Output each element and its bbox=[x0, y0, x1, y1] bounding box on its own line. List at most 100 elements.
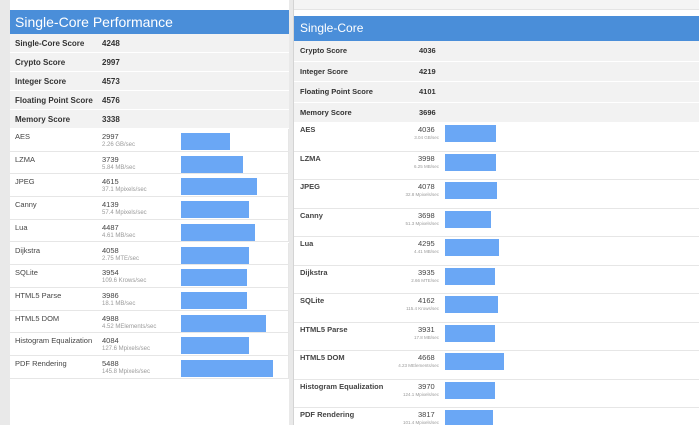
score-label: Integer Score bbox=[300, 66, 348, 76]
score-value: 4036 bbox=[419, 46, 436, 55]
benchmark-score: 4078 bbox=[418, 182, 435, 191]
benchmark-rate: 2.75 MTE/sec bbox=[102, 255, 140, 262]
top-strip bbox=[294, 0, 699, 10]
benchmark-bar bbox=[181, 269, 247, 287]
benchmark-score: 4139 bbox=[102, 200, 119, 210]
benchmark-name: Canny bbox=[300, 210, 323, 220]
benchmark-score: 4036 bbox=[418, 125, 435, 134]
benchmark-bar bbox=[445, 267, 495, 285]
panel-title: Single-Core Performance bbox=[10, 10, 289, 34]
benchmark-rate: 145.8 Mpixels/sec bbox=[102, 369, 151, 375]
benchmark-name: HTML5 DOM bbox=[300, 353, 345, 362]
benchmark-name: PDF Rendering bbox=[15, 359, 67, 368]
benchmark-row: AES 4036 3.04 GB/sec bbox=[294, 123, 699, 152]
benchmark-row: HTML5 DOM 4668 4.23 MElements/sec bbox=[294, 351, 699, 380]
score-value: 4101 bbox=[419, 87, 436, 96]
benchmark-rate: 4.23 MElements/sec bbox=[398, 363, 439, 368]
benchmark-row: Canny 3698 51.3 Mpixels/sec bbox=[294, 208, 699, 237]
score-row: Integer Score 4219 bbox=[294, 61, 699, 82]
benchmark-name: LZMA bbox=[15, 154, 36, 164]
benchmark-bar bbox=[181, 337, 249, 355]
benchmark-score: 3970 bbox=[418, 381, 435, 391]
benchmark-rate: 127.6 Mpixels/sec bbox=[102, 346, 151, 353]
score-row: Floating Point Score 4101 bbox=[294, 82, 699, 103]
benchmark-name: AES bbox=[300, 125, 316, 134]
benchmark-rate: 2.66 MTE/sec bbox=[411, 277, 439, 283]
benchmark-bar bbox=[181, 223, 255, 241]
score-value: 3338 bbox=[102, 115, 120, 124]
benchmark-bar bbox=[445, 125, 496, 142]
benchmark-row: SQLite 4162 115.4 Krows/sec bbox=[294, 294, 699, 323]
benchmark-rate: 37.1 Mpixels/sec bbox=[102, 187, 147, 194]
benchmark-name: Histogram Equalization bbox=[300, 381, 384, 391]
benchmark-row: SQLite 3954 109.6 Krows/sec bbox=[10, 265, 289, 288]
benchmark-row: Lua 4487 4.61 MB/sec bbox=[10, 219, 289, 243]
benchmark-row: Lua 4295 4.41 MB/sec bbox=[294, 237, 699, 266]
benchmark-bar bbox=[181, 155, 243, 173]
benchmark-bar bbox=[181, 133, 230, 150]
benchmark-row: JPEG 4078 32.8 Mpixels/sec bbox=[294, 180, 699, 209]
benchmark-name: Histogram Equalization bbox=[15, 336, 93, 346]
benchmark-score: 3954 bbox=[102, 268, 119, 278]
score-label: Floating Point Score bbox=[15, 96, 93, 105]
benchmark-bar bbox=[181, 314, 266, 332]
benchmark-name: SQLite bbox=[300, 296, 325, 305]
benchmark-rate: 115.4 Krows/sec bbox=[406, 306, 439, 311]
score-label: Crypto Score bbox=[300, 46, 348, 55]
benchmark-score: 4487 bbox=[102, 222, 119, 232]
benchmark-name: Lua bbox=[15, 222, 28, 232]
benchmark-bar bbox=[181, 246, 249, 264]
benchmark-row: Dijkstra 4058 2.75 MTE/sec bbox=[10, 242, 289, 266]
benchmark-name: JPEG bbox=[15, 177, 35, 187]
benchmark-name: HTML5 DOM bbox=[15, 313, 60, 323]
benchmark-rate: 109.6 Krows/sec bbox=[102, 278, 147, 285]
score-row: Crypto Score 2997 bbox=[10, 53, 289, 72]
benchmark-row: Histogram Equalization 4084 127.6 Mpixels/… bbox=[10, 333, 289, 356]
score-value: 4576 bbox=[102, 96, 120, 105]
benchmark-row: LZMA 3998 6.25 MB/sec bbox=[294, 151, 699, 180]
benchmark-score: 4084 bbox=[102, 336, 119, 346]
benchmark-name: LZMA bbox=[300, 153, 321, 163]
score-label: Crypto Score bbox=[15, 58, 66, 67]
benchmark-name: HTML5 Parse bbox=[15, 290, 62, 300]
benchmark-rate: 124.1 Mpixels/sec bbox=[402, 391, 439, 397]
score-row: Memory Score 3338 bbox=[10, 110, 289, 129]
benchmark-row: HTML5 Parse 3931 17.8 MB/sec bbox=[294, 322, 699, 351]
single-core-panel: Single-Core Crypto Score 4036 Integer Scor… bbox=[293, 0, 699, 425]
score-value: 4219 bbox=[419, 66, 436, 76]
benchmark-score: 4295 bbox=[418, 239, 435, 248]
benchmark-rate: 57.4 Mpixels/sec bbox=[102, 210, 147, 217]
benchmark-name: Dijkstra bbox=[300, 267, 328, 277]
benchmark-rate: 4.41 MB/sec bbox=[413, 249, 439, 254]
score-value: 2997 bbox=[102, 58, 120, 67]
benchmark-name: Dijkstra bbox=[15, 245, 41, 255]
benchmark-bar bbox=[445, 324, 495, 342]
benchmark-score: 4668 bbox=[418, 353, 435, 362]
benchmark-row: AES 2997 2.26 GB/sec bbox=[10, 129, 289, 152]
benchmark-name: Canny bbox=[15, 200, 37, 210]
benchmark-rate: 6.25 MB/sec bbox=[413, 163, 439, 169]
benchmark-name: HTML5 Parse bbox=[300, 324, 348, 334]
single-core-performance-panel: Single-Core Performance Single-Core Scor… bbox=[10, 0, 289, 425]
score-label: Memory Score bbox=[300, 107, 352, 117]
benchmark-bar bbox=[181, 360, 273, 377]
score-row: Single-Core Score 4248 bbox=[10, 34, 289, 53]
benchmark-score: 3817 bbox=[418, 410, 435, 419]
benchmark-row: Dijkstra 3935 2.66 MTE/sec bbox=[294, 265, 699, 294]
benchmark-score: 3998 bbox=[418, 153, 435, 163]
score-row: Floating Point Score 4576 bbox=[10, 91, 289, 110]
benchmark-rate: 18.1 MB/sec bbox=[102, 300, 136, 307]
score-value: 3696 bbox=[419, 107, 436, 117]
benchmark-score: 4162 bbox=[418, 296, 435, 305]
benchmark-rate: 3.04 GB/sec bbox=[414, 135, 439, 140]
benchmark-rate: 101.4 Mpixels/sec bbox=[402, 420, 439, 425]
benchmark-rate: 51.3 Mpixels/sec bbox=[405, 220, 439, 226]
score-label: Floating Point Score bbox=[300, 87, 373, 96]
benchmark-name: AES bbox=[15, 132, 31, 141]
benchmark-score: 3739 bbox=[102, 154, 119, 164]
benchmark-bar bbox=[445, 210, 491, 228]
benchmark-score: 4058 bbox=[102, 245, 119, 255]
score-value: 4573 bbox=[102, 77, 120, 86]
panel-title: Single-Core bbox=[294, 16, 699, 41]
benchmark-score: 5488 bbox=[102, 359, 119, 368]
